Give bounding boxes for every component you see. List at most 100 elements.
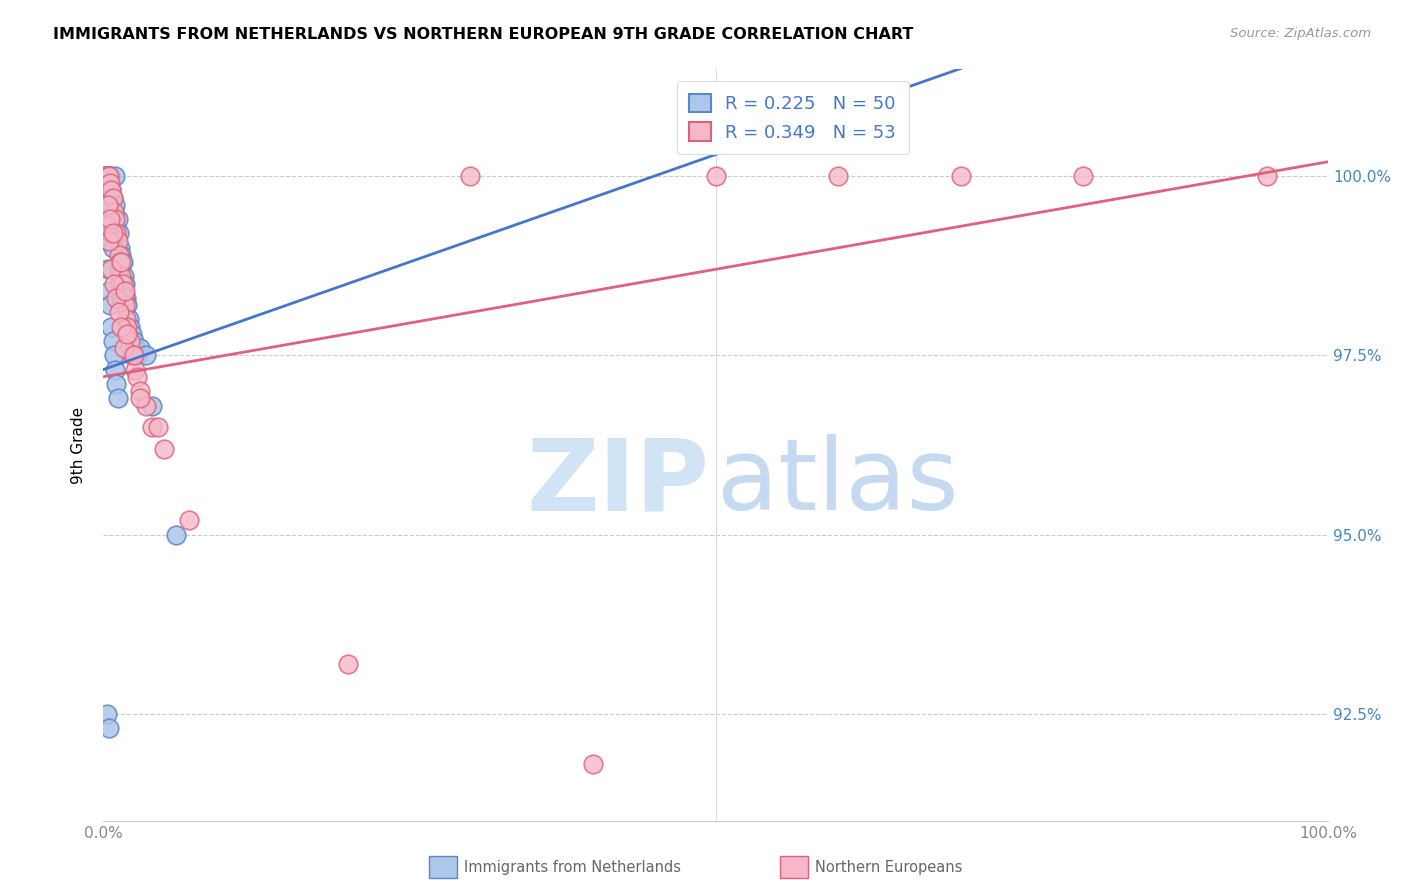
- Point: [105, 291, 128, 305]
- Point: [101, 191, 124, 205]
- Point: [98, 169, 121, 183]
- Point: [100, 262, 122, 277]
- Point: [124, 341, 146, 355]
- Point: [153, 442, 176, 456]
- Point: [97, 198, 120, 212]
- Point: [114, 298, 136, 312]
- Point: [96, 169, 118, 183]
- Point: [104, 198, 127, 212]
- Point: [127, 369, 149, 384]
- Point: [114, 277, 136, 291]
- Point: [110, 291, 132, 305]
- Point: [100, 319, 122, 334]
- Point: [112, 341, 135, 355]
- Point: [107, 212, 129, 227]
- Point: [98, 169, 121, 183]
- Point: [98, 176, 121, 190]
- Point: [121, 326, 143, 341]
- Point: [118, 319, 141, 334]
- Point: [105, 377, 128, 392]
- Point: [110, 255, 132, 269]
- Point: [108, 227, 131, 241]
- Point: [103, 277, 125, 291]
- Point: [101, 241, 124, 255]
- Point: [104, 169, 127, 183]
- Point: [117, 312, 139, 326]
- Point: [98, 234, 121, 248]
- Text: Northern Europeans: Northern Europeans: [815, 860, 963, 874]
- Point: [117, 319, 139, 334]
- Point: [1071, 169, 1094, 183]
- Point: [101, 334, 124, 348]
- Point: [96, 234, 118, 248]
- Point: [107, 392, 129, 406]
- Point: [100, 183, 122, 197]
- Point: [98, 212, 121, 227]
- Point: [98, 198, 121, 212]
- Point: [115, 291, 138, 305]
- Point: [128, 341, 150, 355]
- Point: [127, 348, 149, 362]
- Point: [98, 169, 121, 183]
- Point: [100, 183, 122, 197]
- Point: [101, 227, 124, 241]
- Point: [118, 334, 141, 348]
- Point: [108, 255, 131, 269]
- Text: Immigrants from Netherlands: Immigrants from Netherlands: [464, 860, 681, 874]
- Point: [96, 219, 118, 234]
- Point: [103, 348, 125, 362]
- Point: [111, 277, 134, 291]
- Point: [704, 169, 727, 183]
- Point: [165, 527, 187, 541]
- Text: Source: ZipAtlas.com: Source: ZipAtlas.com: [1230, 27, 1371, 40]
- Point: [108, 248, 131, 262]
- Point: [108, 241, 131, 255]
- Point: [110, 248, 132, 262]
- Text: atlas: atlas: [717, 434, 959, 531]
- Point: [98, 176, 121, 190]
- Point: [98, 298, 121, 312]
- Point: [112, 291, 135, 305]
- Point: [97, 169, 120, 183]
- Point: [117, 326, 139, 341]
- Point: [1256, 169, 1278, 183]
- Point: [108, 305, 131, 319]
- Point: [110, 319, 132, 334]
- Point: [110, 269, 132, 284]
- Point: [141, 420, 163, 434]
- Point: [94, 169, 117, 183]
- Point: [135, 348, 157, 362]
- Point: [114, 284, 136, 298]
- Point: [124, 362, 146, 376]
- Point: [177, 513, 200, 527]
- Point: [121, 348, 143, 362]
- Point: [128, 384, 150, 399]
- Point: [107, 234, 129, 248]
- Point: [122, 348, 145, 362]
- Point: [117, 298, 139, 312]
- Point: [112, 269, 135, 284]
- Point: [103, 205, 125, 219]
- Point: [135, 399, 157, 413]
- Point: [115, 312, 138, 326]
- Point: [108, 262, 131, 277]
- Point: [97, 262, 120, 277]
- Point: [104, 362, 127, 376]
- Point: [98, 284, 121, 298]
- Point: [96, 169, 118, 183]
- Point: [141, 399, 163, 413]
- Point: [949, 169, 972, 183]
- Point: [128, 392, 150, 406]
- Point: [94, 169, 117, 183]
- Point: [122, 334, 145, 348]
- Point: [105, 219, 128, 234]
- Point: [103, 205, 125, 219]
- Legend: R = 0.225   N = 50, R = 0.349   N = 53: R = 0.225 N = 50, R = 0.349 N = 53: [676, 81, 908, 154]
- Point: [98, 212, 121, 227]
- Point: [96, 706, 118, 721]
- Point: [98, 721, 121, 735]
- Point: [827, 169, 849, 183]
- Point: [460, 169, 482, 183]
- Point: [582, 757, 605, 772]
- Y-axis label: 9th Grade: 9th Grade: [72, 407, 86, 483]
